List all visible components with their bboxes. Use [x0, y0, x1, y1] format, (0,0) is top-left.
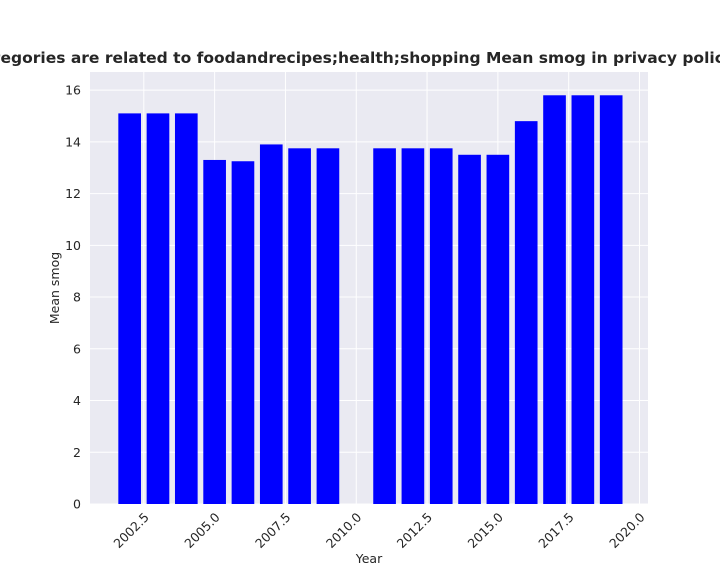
x-tick-label: 2005.0 [181, 509, 223, 551]
y-tick-label: 2 [73, 445, 81, 460]
bar-2014 [458, 154, 481, 504]
x-tick-label: 2015.0 [464, 509, 506, 551]
y-tick-label: 12 [65, 186, 81, 201]
y-tick-label: 14 [65, 134, 81, 149]
bar-2015 [486, 154, 510, 504]
bar-2016 [514, 121, 538, 504]
bar-2002 [118, 113, 141, 504]
bar-2019 [599, 95, 623, 505]
bar-2018 [571, 95, 595, 505]
bar-2011 [373, 148, 396, 504]
bar-2013 [429, 148, 453, 504]
x-tick-label: 2010.0 [323, 509, 365, 551]
x-tick-label: 2017.5 [535, 510, 577, 552]
y-tick-labels: 0 2 4 6 8 10 12 14 16 [65, 83, 81, 512]
bar-2005 [203, 159, 226, 505]
x-tick-label: 2020.0 [606, 509, 648, 551]
x-tick-label: 2012.5 [394, 510, 436, 552]
bar-2006 [231, 161, 255, 504]
y-tick-label: 4 [73, 393, 81, 408]
y-tick-label: 6 [73, 341, 81, 356]
x-axis-label: Year [355, 551, 383, 566]
bar-2003 [146, 113, 170, 504]
bar-2009 [316, 148, 340, 504]
y-tick-label: 16 [65, 83, 81, 98]
chart-title: When categories are related to foodandre… [0, 49, 720, 67]
y-tick-label: 10 [65, 238, 81, 253]
bar-2007 [259, 144, 283, 504]
x-tick-label: 2002.5 [110, 510, 152, 552]
bar-2004 [174, 113, 198, 504]
bar-2017 [543, 95, 566, 505]
y-tick-label: 0 [73, 497, 81, 512]
bar-2008 [288, 148, 311, 504]
y-tick-label: 8 [73, 290, 81, 305]
bar-2012 [401, 148, 425, 504]
y-axis-label: Mean smog [47, 252, 62, 324]
bars [118, 95, 623, 505]
x-tick-labels: 2002.5 2005.0 2007.5 2010.0 2012.5 2015.0 2017… [110, 509, 647, 551]
x-tick-label: 2007.5 [252, 510, 294, 552]
